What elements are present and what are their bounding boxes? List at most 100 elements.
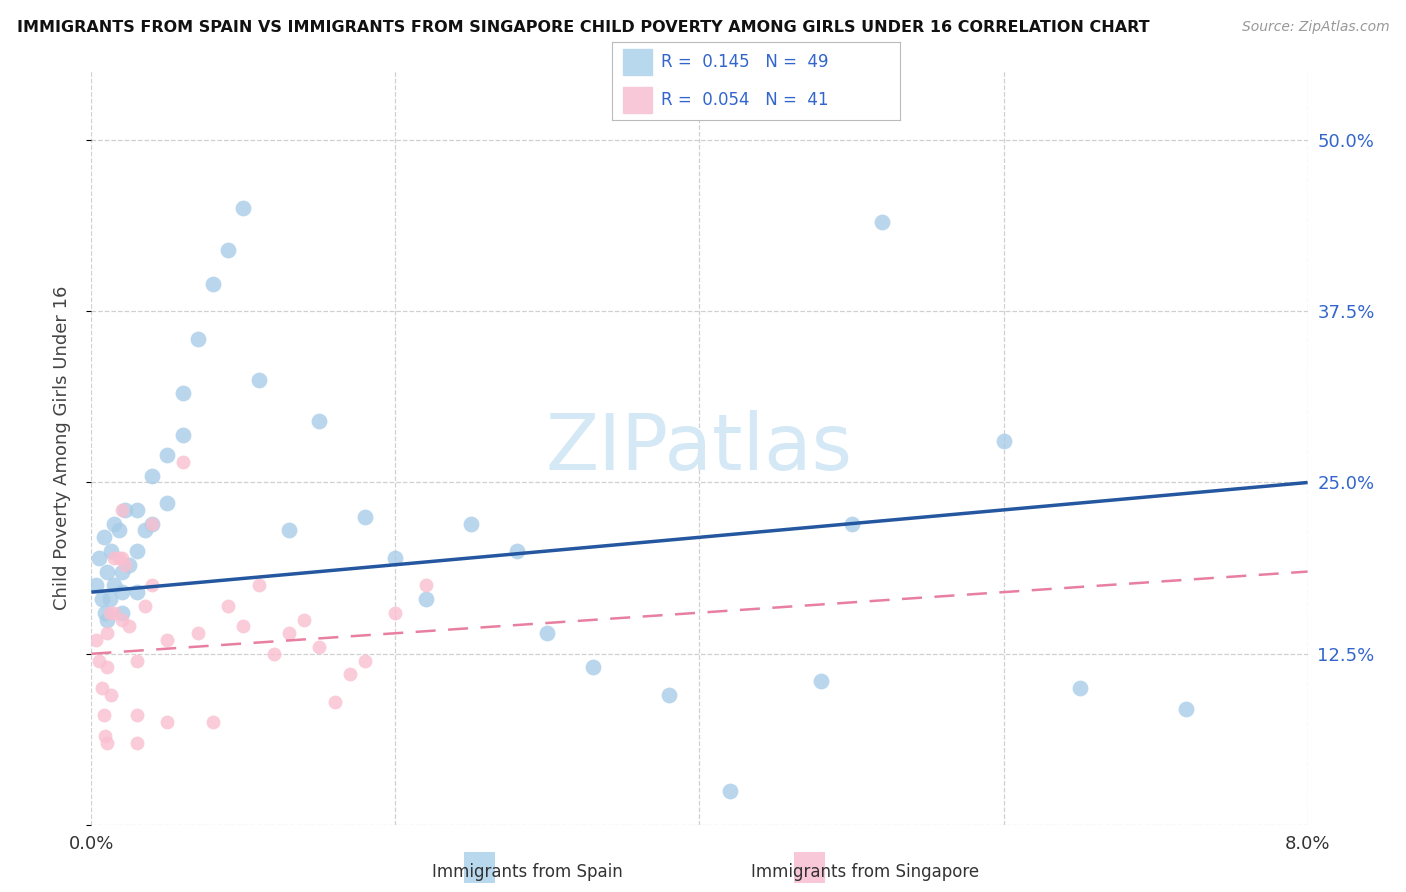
Point — [278, 524, 301, 538]
Point — [339, 667, 361, 681]
Y-axis label: Child Poverty Among Girls Under 16: Child Poverty Among Girls Under 16 — [52, 286, 70, 610]
Point — [354, 509, 377, 524]
Point — [107, 524, 129, 538]
Text: Source: ZipAtlas.com: Source: ZipAtlas.com — [1241, 20, 1389, 34]
Point — [93, 530, 115, 544]
Point — [202, 715, 225, 730]
Point — [172, 427, 194, 442]
Point — [156, 448, 179, 462]
Point — [384, 606, 406, 620]
Point — [111, 565, 134, 579]
Point — [103, 550, 125, 565]
Point — [103, 606, 125, 620]
Text: IMMIGRANTS FROM SPAIN VS IMMIGRANTS FROM SINGAPORE CHILD POVERTY AMONG GIRLS UND: IMMIGRANTS FROM SPAIN VS IMMIGRANTS FROM… — [17, 20, 1150, 35]
Point — [91, 592, 114, 607]
Point — [111, 503, 134, 517]
Point — [94, 729, 117, 743]
Point — [841, 516, 863, 531]
Point — [870, 215, 893, 229]
Point — [84, 578, 107, 592]
Point — [87, 654, 110, 668]
Point — [96, 613, 118, 627]
Point — [993, 434, 1015, 449]
Point — [91, 681, 114, 695]
Point — [125, 544, 148, 558]
Point — [172, 386, 194, 401]
Point — [582, 660, 605, 674]
Point — [134, 524, 156, 538]
Point — [100, 544, 122, 558]
Point — [308, 640, 330, 654]
Point — [96, 626, 118, 640]
Point — [125, 708, 148, 723]
Point — [718, 784, 741, 798]
Point — [156, 715, 179, 730]
Point — [810, 674, 832, 689]
Text: Immigrants from Spain: Immigrants from Spain — [432, 863, 623, 881]
Point — [98, 606, 121, 620]
Point — [172, 455, 194, 469]
Point — [1174, 701, 1197, 715]
Point — [263, 647, 285, 661]
Point — [292, 613, 315, 627]
Point — [118, 558, 141, 572]
Point — [460, 516, 482, 531]
Point — [217, 243, 239, 257]
Point — [96, 565, 118, 579]
Point — [87, 550, 110, 565]
Point — [96, 736, 118, 750]
Point — [107, 550, 129, 565]
Point — [506, 544, 529, 558]
Text: Immigrants from Singapore: Immigrants from Singapore — [751, 863, 979, 881]
Point — [187, 332, 209, 346]
Point — [156, 496, 179, 510]
Point — [114, 503, 136, 517]
Point — [98, 592, 121, 607]
Text: R =  0.054   N =  41: R = 0.054 N = 41 — [661, 91, 828, 109]
Bar — [623, 49, 652, 75]
Point — [134, 599, 156, 613]
Point — [96, 660, 118, 674]
Point — [125, 503, 148, 517]
Text: ZIPatlas: ZIPatlas — [546, 410, 853, 486]
Point — [141, 516, 163, 531]
Point — [125, 585, 148, 599]
Point — [536, 626, 558, 640]
Point — [93, 708, 115, 723]
Point — [323, 695, 346, 709]
Point — [187, 626, 209, 640]
Point — [202, 277, 225, 291]
Point — [308, 414, 330, 428]
Point — [141, 516, 163, 531]
Point — [354, 654, 377, 668]
Point — [415, 578, 437, 592]
Point — [156, 633, 179, 648]
Point — [114, 558, 136, 572]
Point — [111, 613, 134, 627]
Point — [125, 654, 148, 668]
Point — [278, 626, 301, 640]
Bar — [623, 87, 652, 112]
Point — [100, 688, 122, 702]
Point — [232, 619, 254, 633]
Point — [415, 592, 437, 607]
Point — [141, 578, 163, 592]
Point — [125, 736, 148, 750]
Point — [232, 202, 254, 216]
Point — [141, 468, 163, 483]
Point — [217, 599, 239, 613]
Point — [658, 688, 681, 702]
Point — [247, 373, 270, 387]
Point — [111, 585, 134, 599]
Text: R =  0.145   N =  49: R = 0.145 N = 49 — [661, 53, 828, 71]
Point — [384, 550, 406, 565]
Point — [247, 578, 270, 592]
Point — [111, 606, 134, 620]
Point — [103, 516, 125, 531]
Point — [1069, 681, 1091, 695]
Point — [103, 578, 125, 592]
Point — [94, 606, 117, 620]
Point — [111, 550, 134, 565]
Point — [118, 619, 141, 633]
Point — [84, 633, 107, 648]
